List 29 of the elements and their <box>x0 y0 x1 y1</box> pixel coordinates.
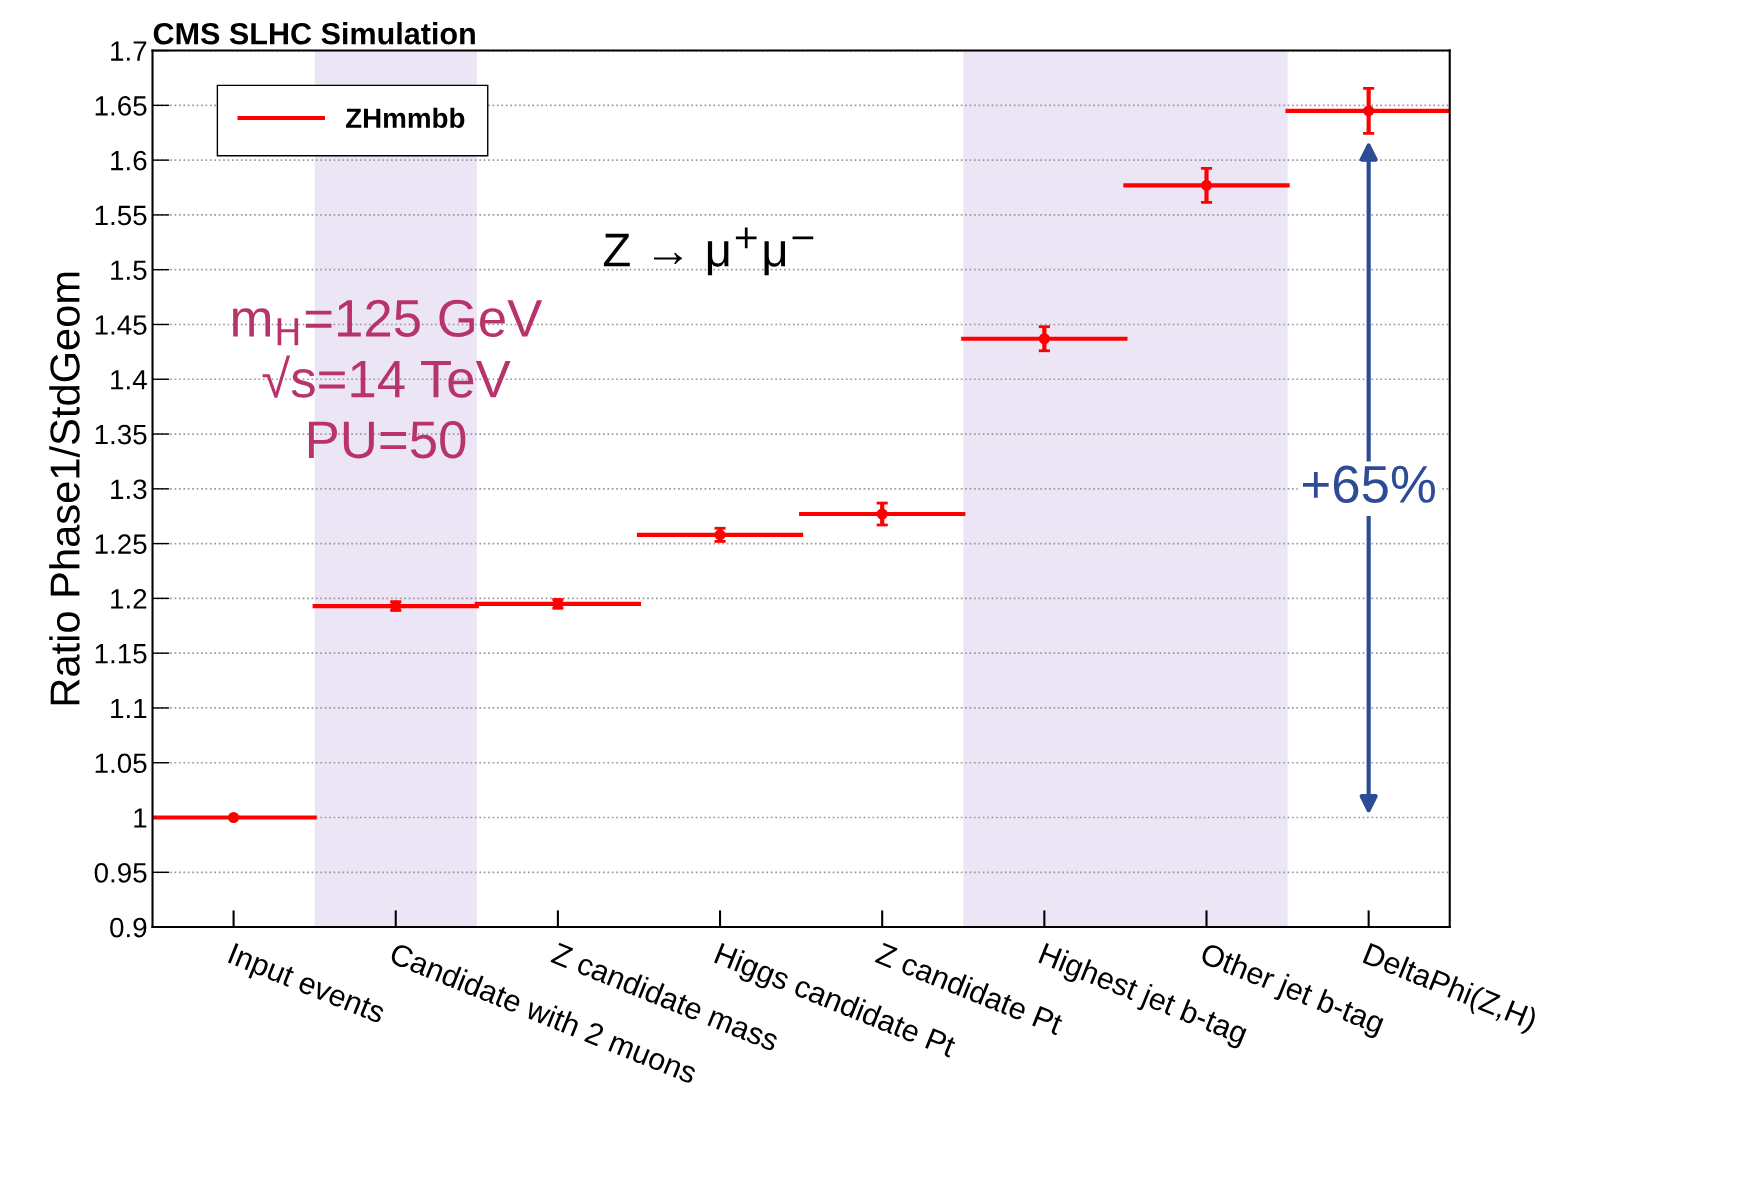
point <box>228 811 240 824</box>
y-tick-label: 1.55 <box>95 205 147 226</box>
y-axis-title: Ratio Phase1/StdGeom <box>49 272 80 705</box>
x-tick-label: Input events <box>225 943 387 1030</box>
point <box>1363 105 1375 117</box>
y-tick-label: 1.45 <box>95 315 147 335</box>
annotation: m$_{H}$=125 GeV √s=14 TeV PU=50 <box>233 299 543 459</box>
y-tick-label: 0.9 <box>110 917 147 938</box>
y-tick-label: 1.6 <box>111 150 147 171</box>
y-tick-label: 1.35 <box>95 424 147 445</box>
y-tick-label: 1.7 <box>111 41 147 61</box>
y-tick-label: 1.5 <box>111 260 147 281</box>
y-tick-label: 1.65 <box>95 96 147 116</box>
chart-title: CMS SLHC Simulation <box>153 22 475 45</box>
y-tick-label: 1.15 <box>95 644 147 664</box>
annotation: Z → μ$^{+}$μ$^{−}$ <box>603 227 814 276</box>
point <box>1038 333 1050 345</box>
y-tick-label: 1.2 <box>111 589 147 609</box>
point <box>876 508 888 520</box>
annotation: +65% <box>1303 465 1435 503</box>
y-tick-label: 1.25 <box>95 534 147 554</box>
y-tick-label: 1.4 <box>111 370 147 390</box>
y-tick-label: 0.95 <box>94 862 147 883</box>
y-tick-label: 1 <box>134 808 147 828</box>
y-tick-label: 1.3 <box>111 479 147 500</box>
y-tick-label: 1.05 <box>95 753 147 774</box>
y-tick-label: 1.1 <box>111 698 147 719</box>
point <box>1200 179 1213 191</box>
legend-label: ZHmmbb <box>345 107 465 129</box>
